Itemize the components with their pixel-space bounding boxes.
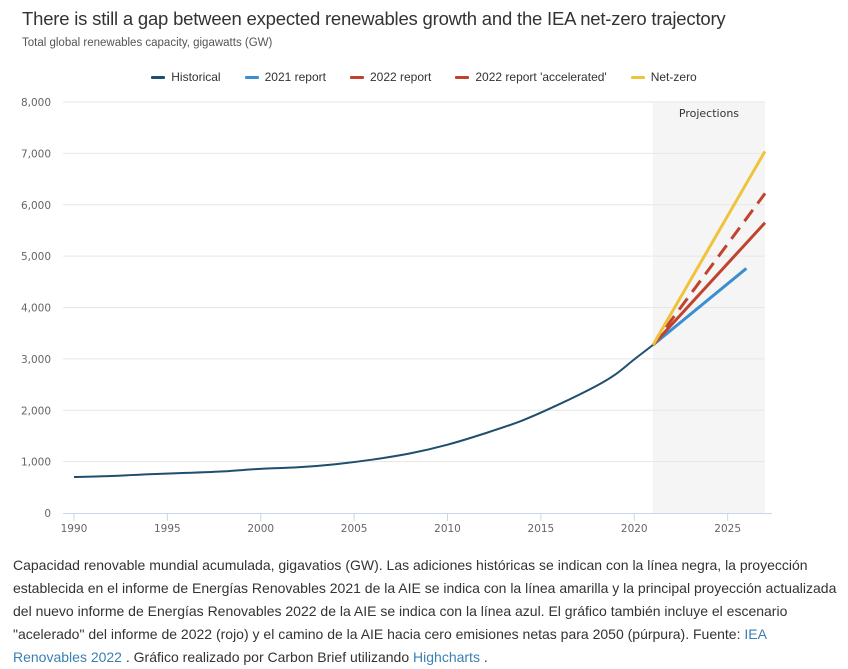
chart-subtitle: Total global renewables capacity, gigawa… bbox=[22, 37, 273, 49]
y-tick-label: 5,000 bbox=[21, 251, 51, 263]
legend-swatch-2022-report bbox=[349, 75, 364, 79]
y-tick-label: 3,000 bbox=[21, 354, 51, 366]
legend-swatch-2021-report bbox=[244, 75, 259, 79]
y-tick-label: 6,000 bbox=[21, 200, 51, 212]
caption-middle: . Gráfico realizado por Carbon Brief uti… bbox=[121, 649, 414, 665]
legend-item-net-zero[interactable]: Net-zero bbox=[630, 70, 697, 84]
chart-legend: Historical 2021 report 2022 report 2022 … bbox=[0, 70, 848, 84]
legend-label: 2021 report bbox=[264, 70, 326, 84]
legend-label: 2022 report bbox=[369, 70, 432, 84]
series-line-2021-report bbox=[651, 267, 748, 347]
legend-item-historical[interactable]: Historical bbox=[151, 70, 221, 84]
x-tick-label: 2015 bbox=[528, 523, 555, 535]
line-chart: Projections 0 1,000 2,000 3,000 4,000 5,000 6,… bbox=[21, 97, 772, 535]
series-line-2022-report bbox=[651, 221, 767, 347]
x-tick-label: 2000 bbox=[247, 523, 274, 535]
chart-title: There is still a gap between expected re… bbox=[22, 8, 726, 29]
chart-caption: Capacidad renovable mundial acumulada, g… bbox=[13, 554, 843, 669]
x-tick-label: 2010 bbox=[434, 523, 461, 535]
projections-label: Projections bbox=[679, 107, 739, 120]
series-line-net-zero bbox=[651, 150, 767, 346]
highcharts-link[interactable]: Highcharts bbox=[413, 649, 480, 665]
legend-swatch-net-zero bbox=[630, 75, 645, 79]
x-tick-label: 2005 bbox=[341, 523, 368, 535]
legend-swatch-historical bbox=[151, 75, 166, 79]
y-tick-label: 4,000 bbox=[21, 303, 51, 315]
y-tick-label: 8,000 bbox=[21, 97, 51, 109]
legend-item-2021-report[interactable]: 2021 report bbox=[244, 70, 326, 84]
caption-end: . bbox=[479, 649, 488, 665]
caption-text: Capacidad renovable mundial acumulada, g… bbox=[13, 557, 837, 642]
series-line-historical bbox=[73, 344, 654, 479]
x-tick-label: 2020 bbox=[621, 523, 648, 535]
y-tick-label: 7,000 bbox=[21, 148, 51, 160]
y-tick-label: 2,000 bbox=[21, 405, 51, 417]
y-tick-label: 1,000 bbox=[21, 457, 51, 469]
x-tick-label: 2025 bbox=[714, 523, 741, 535]
series-line-2022-report-accelerated bbox=[651, 192, 767, 346]
x-tick-label: 1995 bbox=[154, 523, 181, 535]
legend-item-2022-accelerated[interactable]: 2022 report 'accelerated' bbox=[455, 70, 607, 84]
source-link-iea[interactable]: IEA Renovables 2022 bbox=[13, 626, 767, 665]
legend-swatch-2022-accelerated bbox=[455, 75, 470, 79]
legend-item-2022-report[interactable]: 2022 report bbox=[349, 70, 432, 84]
legend-label: Net-zero bbox=[650, 70, 697, 84]
x-tick-label: 1990 bbox=[61, 523, 88, 535]
legend-label: 2022 report 'accelerated' bbox=[475, 70, 607, 84]
y-tick-label: 0 bbox=[44, 508, 51, 520]
legend-label: Historical bbox=[171, 70, 221, 84]
